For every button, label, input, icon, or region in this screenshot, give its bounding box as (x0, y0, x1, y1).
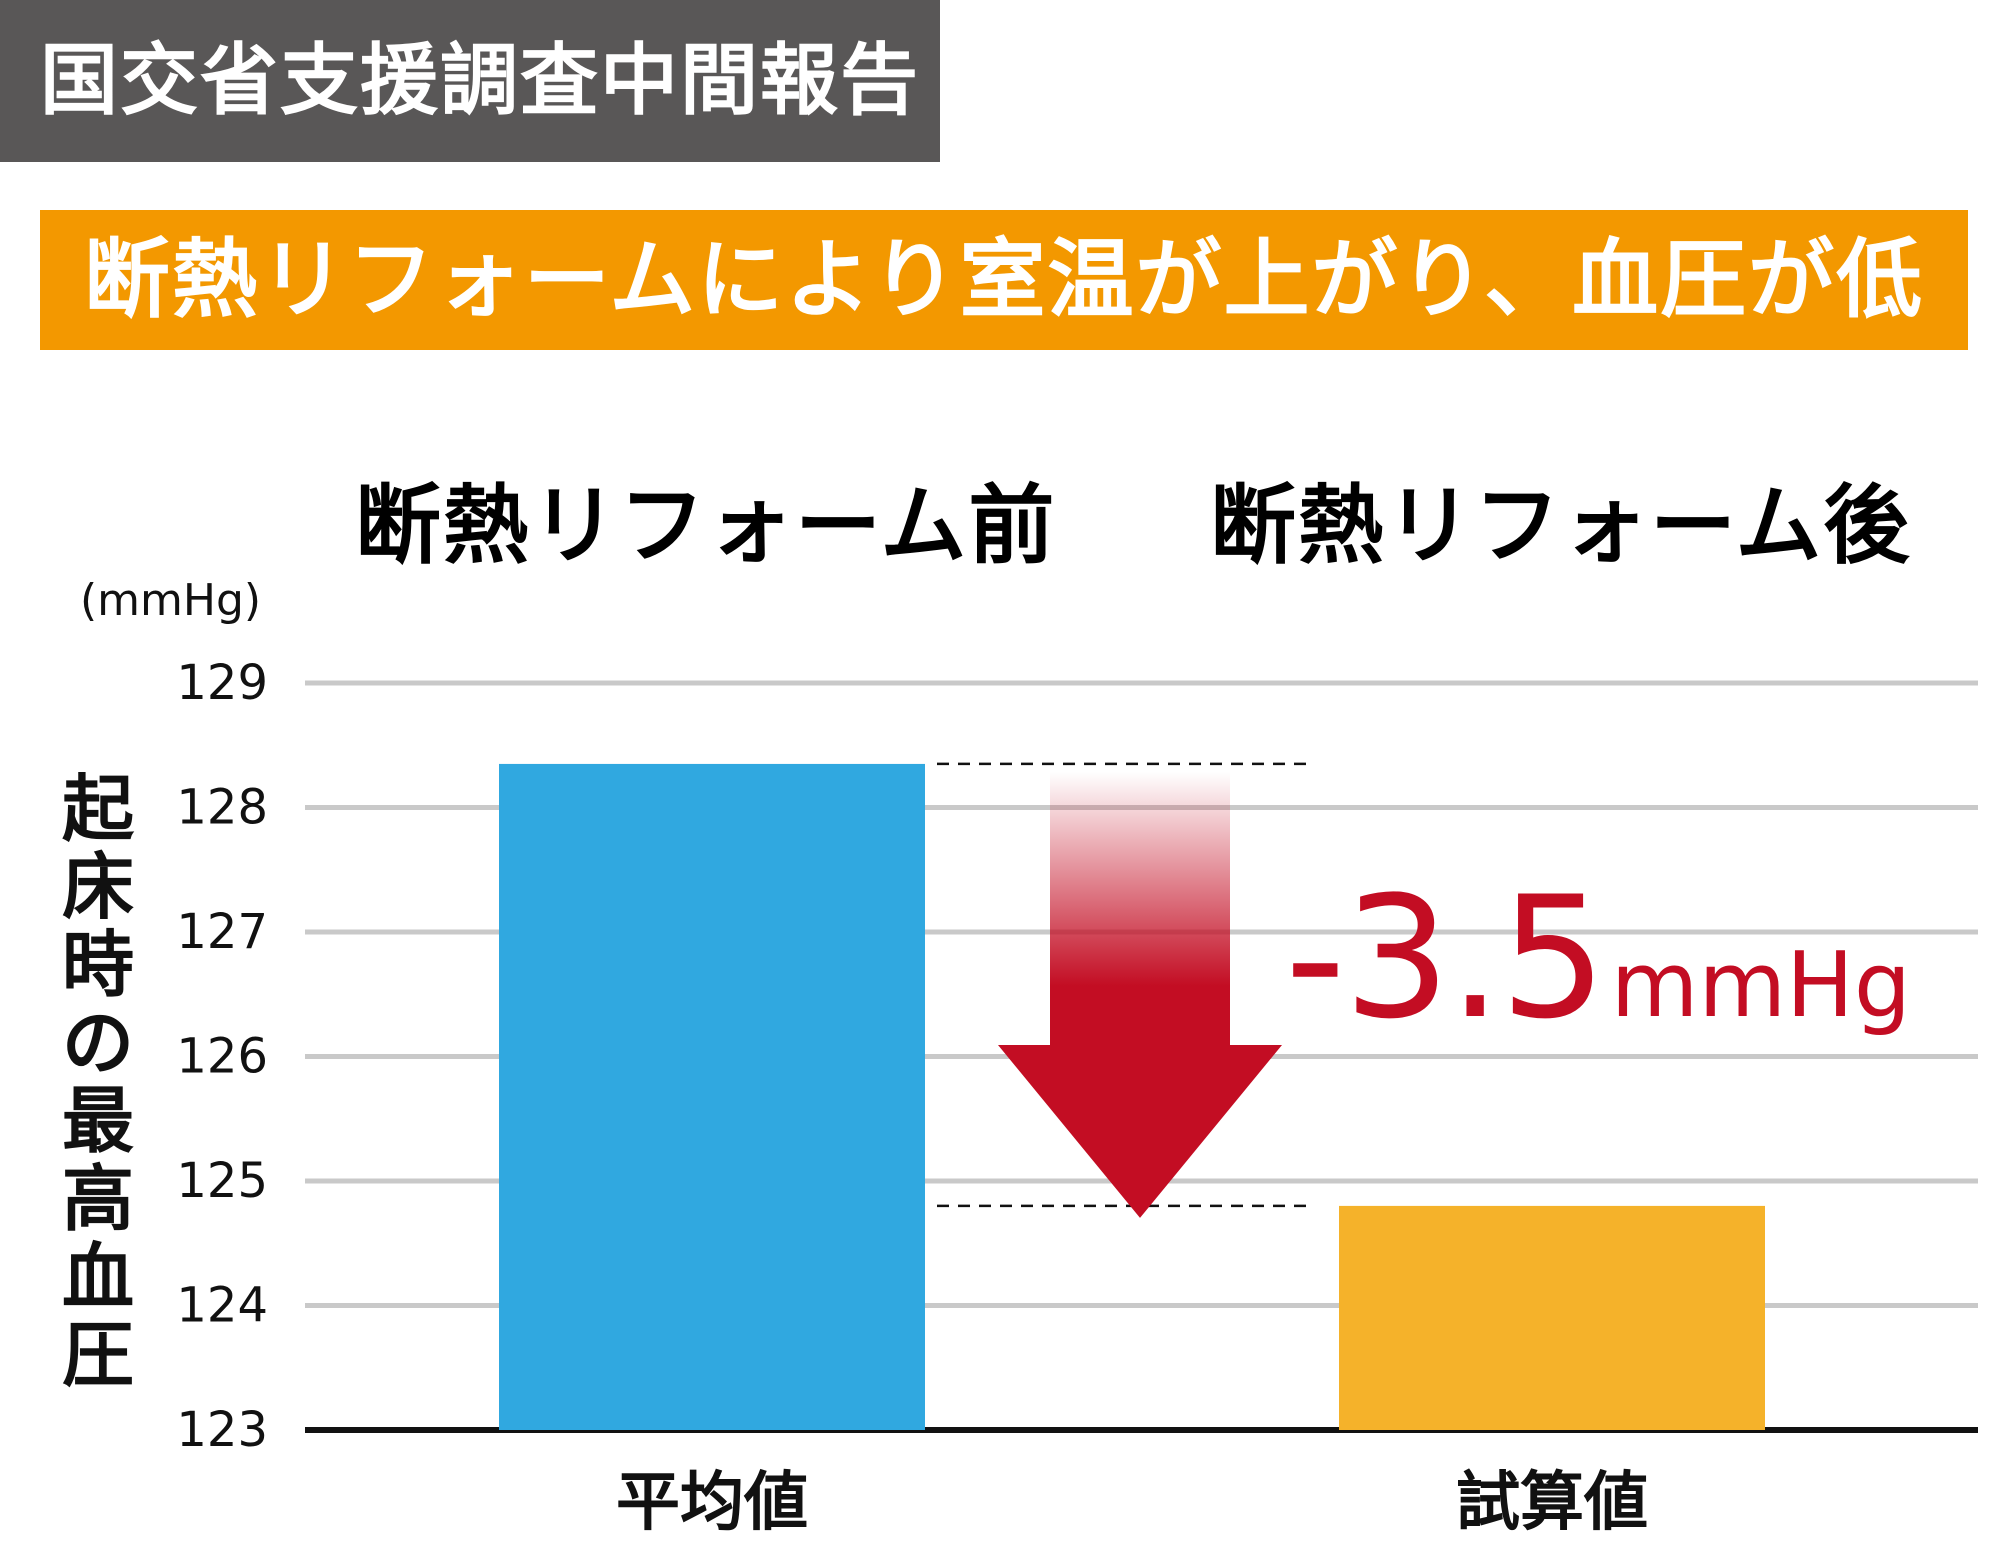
down-arrow-icon (998, 771, 1282, 1218)
y-tick-label: 123 (176, 1402, 268, 1458)
legend-after-label: 断熱リフォーム後 (1210, 476, 1912, 576)
y-tick-label: 126 (176, 1029, 268, 1085)
y-tick-label: 128 (176, 780, 268, 836)
y-tick-label: 125 (176, 1153, 268, 1209)
headline-banner: 断熱リフォームにより室温が上がり、血圧が低下 (40, 210, 1968, 470)
difference-unit: mmHg (1610, 933, 1911, 1038)
y-tick-label: 124 (176, 1278, 268, 1334)
y-axis-unit: (mmHg) (80, 575, 262, 626)
legend-before-label: 断熱リフォーム前 (355, 476, 1057, 576)
category-labels: 平均値 試算値 (616, 1466, 1648, 1540)
difference-value: -3.5 (1285, 860, 1607, 1056)
bar-after (1339, 1205, 1765, 1430)
bar-before (499, 763, 925, 1430)
bars (499, 763, 1765, 1430)
y-tick-labels: 123 124 125 126 127 128 129 (176, 655, 268, 1458)
category-label: 平均値 (616, 1466, 808, 1540)
y-tick-label: 127 (176, 904, 268, 960)
y-axis-title: 起床時の最高血圧 (61, 767, 134, 1397)
source-tag: 国交省支援調査中間報告 (0, 0, 940, 162)
y-tick-label: 129 (176, 655, 268, 711)
difference-annotation: -3.5mmHg (1285, 860, 1911, 1056)
category-label: 試算値 (1456, 1466, 1648, 1540)
